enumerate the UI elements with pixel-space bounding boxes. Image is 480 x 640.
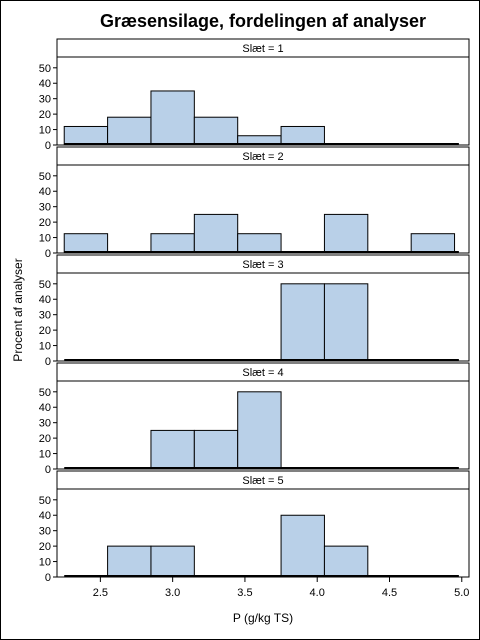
panel-label-4: Slæt = 4 — [242, 367, 283, 379]
y-tick-label-5-5: 50 — [39, 495, 51, 507]
y-tick-label-1-3: 30 — [39, 94, 51, 106]
bar-panel1-1 — [63, 125, 109, 146]
bar-panel3-2 — [323, 283, 369, 362]
y-tick-label-4-4: 40 — [39, 402, 51, 414]
panel-label-5: Slæt = 5 — [242, 475, 283, 487]
y-tick-label-5-3: 30 — [39, 526, 51, 538]
bar-panel4-2 — [193, 429, 239, 470]
bar-panel2-1 — [63, 233, 109, 254]
y-tick-label-4-1: 10 — [39, 449, 51, 461]
y-tick-label-1-5: 50 — [39, 63, 51, 75]
y-tick-label-2-2: 20 — [39, 217, 51, 229]
panels-group: Slæt = 1 0 10 20 30 40 50 Slæt = 2 0 10 20 30 40 50 Sl… — [39, 38, 470, 599]
bar-panel3-1 — [280, 283, 325, 362]
y-tick-label-4-3: 30 — [39, 418, 51, 430]
x-tick-label-1: 3.0 — [165, 587, 180, 599]
panel-label-2: Slæt = 2 — [242, 151, 283, 163]
panel-plot-area-3 — [56, 272, 470, 362]
x-tick-label-3: 4.0 — [310, 587, 325, 599]
y-tick-label-4-0: 0 — [45, 464, 51, 476]
y-tick-label-3-5: 50 — [39, 279, 51, 291]
x-tick-label-2: 3.5 — [237, 587, 252, 599]
y-tick-label-4-2: 20 — [39, 433, 51, 445]
y-tick-label-3-0: 0 — [45, 356, 51, 368]
y-tick-label-5-4: 40 — [39, 510, 51, 522]
x-tick-label-0: 2.5 — [93, 587, 108, 599]
bar-panel5-3 — [280, 514, 325, 578]
bar-panel1-4 — [193, 116, 239, 146]
x-axis-label: P (g/kg TS) — [233, 611, 293, 625]
y-tick-label-3-1: 10 — [39, 341, 51, 353]
bar-panel2-6 — [410, 233, 456, 254]
y-tick-label-3-3: 30 — [39, 310, 51, 322]
x-tick-label-4: 4.5 — [382, 587, 397, 599]
y-tick-label-1-1: 10 — [39, 125, 51, 137]
x-tick-label-5: 5.0 — [454, 587, 469, 599]
bar-panel2-2 — [150, 233, 195, 254]
panel-label-1: Slæt = 1 — [242, 43, 283, 55]
y-tick-label-1-0: 0 — [45, 140, 51, 152]
y-tick-label-2-0: 0 — [45, 248, 51, 260]
y-tick-label-1-4: 40 — [39, 78, 51, 90]
chart-title: Græsensilage, fordelingen af analyser — [100, 11, 426, 31]
bar-panel1-6 — [280, 125, 325, 146]
y-axis-label: Procent af analyser — [11, 258, 25, 361]
y-tick-label-4-5: 50 — [39, 387, 51, 399]
y-tick-label-5-2: 20 — [39, 541, 51, 553]
bar-panel5-4 — [323, 545, 369, 578]
y-tick-label-2-1: 10 — [39, 233, 51, 245]
y-tick-label-2-5: 50 — [39, 171, 51, 183]
bar-panel1-3 — [150, 90, 195, 146]
bar-panel4-1 — [150, 429, 195, 470]
bar-panel2-4 — [237, 233, 282, 254]
bar-panel1-2 — [107, 116, 152, 146]
bar-panel4-3 — [237, 391, 282, 470]
y-tick-label-3-2: 20 — [39, 325, 51, 337]
y-tick-label-2-3: 30 — [39, 202, 51, 214]
bar-panel2-5 — [323, 213, 369, 254]
bar-panel5-2 — [150, 545, 195, 578]
y-tick-label-3-4: 40 — [39, 294, 51, 306]
y-tick-label-1-2: 20 — [39, 109, 51, 121]
y-tick-label-5-0: 0 — [45, 572, 51, 584]
bar-panel2-3 — [193, 213, 239, 254]
y-tick-label-5-1: 10 — [39, 557, 51, 569]
bar-panel5-1 — [107, 545, 152, 578]
y-tick-label-2-4: 40 — [39, 186, 51, 198]
panel-label-3: Slæt = 3 — [242, 259, 283, 271]
